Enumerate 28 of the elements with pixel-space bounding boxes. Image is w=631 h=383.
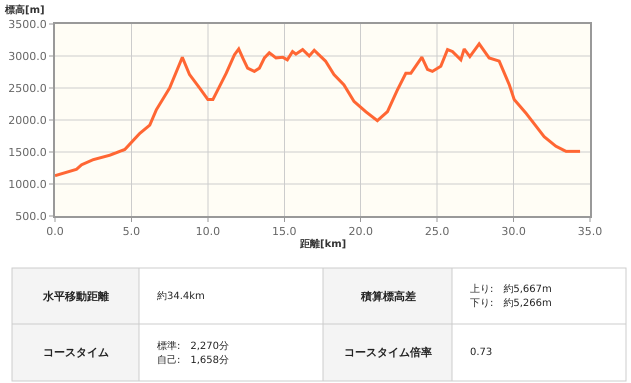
y-tick-label: 1500.0 — [8, 146, 47, 159]
y-tick-label: 3000.0 — [8, 50, 47, 63]
text: 水平移動距離 — [42, 290, 109, 303]
x-tick-label: 10.0 — [196, 225, 220, 238]
line-series — [55, 42, 582, 178]
y-tick-label: 500.0 — [15, 210, 47, 223]
text: 標準: 2,270分 — [157, 341, 229, 352]
text: 積算標高差 — [360, 290, 416, 303]
x-tick-label: 20.0 — [348, 225, 373, 238]
x-tick-label: 15.0 — [272, 225, 297, 238]
y-tick-label: 2500.0 — [8, 82, 47, 95]
text: 下り: 約5,266m — [470, 298, 552, 309]
y-tick-label: 2000.0 — [8, 114, 47, 127]
x-tick-label: 5.0 — [122, 225, 140, 238]
text: 0.73 — [470, 347, 492, 358]
x-axis-title: 距離[km] — [299, 238, 346, 250]
x-tick-label: 0.0 — [46, 225, 64, 238]
text: 約34.4km — [157, 291, 205, 302]
text: 自己: 1,658分 — [157, 355, 229, 366]
y-tick-label: 1000.0 — [8, 178, 47, 191]
text: コースタイム — [43, 346, 109, 359]
text: コースタイム倍率 — [344, 346, 432, 359]
y-axis-title: 標高[m] — [4, 4, 45, 16]
x-tick-label: 30.0 — [501, 225, 526, 238]
y-tick-label: 3500.0 — [8, 18, 47, 31]
text: 上り: 約5,667m — [470, 284, 552, 295]
x-tick-label: 25.0 — [424, 225, 450, 238]
x-tick-label: 35.0 — [578, 225, 602, 238]
